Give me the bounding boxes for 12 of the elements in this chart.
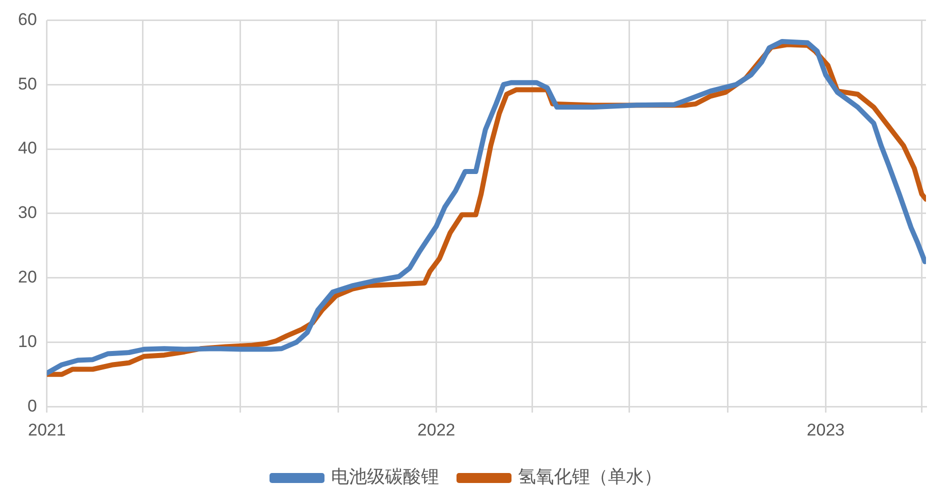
- y-tick-label: 20: [18, 267, 37, 286]
- x-tick-label: 2021: [28, 420, 66, 440]
- legend-label: 氢氧化锂（单水）: [518, 466, 662, 488]
- y-tick-label: 60: [18, 10, 37, 29]
- y-tick-label: 40: [18, 138, 37, 158]
- y-tick-label: 30: [18, 203, 37, 222]
- x-tick-label: 2023: [806, 420, 845, 440]
- legend-label: 电池级碳酸锂: [331, 466, 439, 488]
- y-tick-label: 50: [18, 74, 37, 94]
- y-tick-label: 0: [27, 396, 37, 416]
- x-tick-label: 2022: [417, 420, 456, 440]
- y-tick-label: 10: [18, 332, 37, 351]
